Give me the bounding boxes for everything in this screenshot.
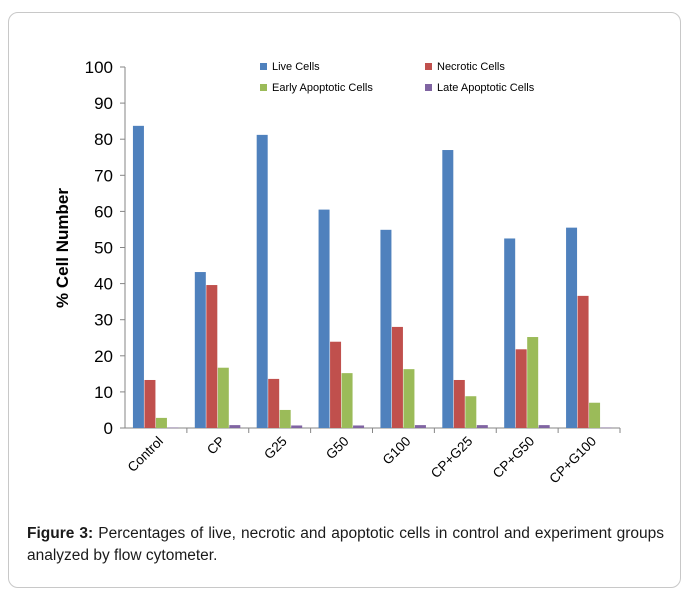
bar-necrotic-cells-cp-g50	[515, 349, 527, 428]
y-tick-label: 30	[94, 311, 113, 330]
bar-late-apoptotic-cells-cp-g100	[600, 427, 612, 429]
bar-late-apoptotic-cells-g50	[353, 425, 365, 428]
y-tick-label: 80	[94, 130, 113, 149]
bar-early-apoptotic-cells-g25	[279, 409, 291, 428]
bar-early-apoptotic-cells-cp-g25	[465, 396, 477, 428]
legend-swatch-live-cells	[260, 63, 267, 70]
bar-early-apoptotic-cells-control	[155, 417, 167, 428]
bar-necrotic-cells-cp-g25	[453, 379, 465, 428]
y-axis-label: % Cell Number	[53, 188, 72, 308]
bar-live-cells-g100	[380, 229, 392, 428]
y-tick-label: 50	[94, 239, 113, 258]
legend-label-live-cells: Live Cells	[272, 61, 320, 73]
x-tick-label: CP	[204, 434, 228, 458]
y-tick-label: 90	[94, 94, 113, 113]
y-tick-label: 70	[94, 166, 113, 185]
bar-live-cells-g50	[318, 209, 330, 428]
legend-label-early-apoptotic-cells: Early Apoptotic Cells	[272, 82, 373, 94]
y-tick-label: 20	[94, 347, 113, 366]
bar-late-apoptotic-cells-control	[167, 427, 179, 429]
bar-live-cells-cp-g25	[442, 150, 454, 428]
bar-late-apoptotic-cells-g25	[291, 425, 303, 428]
bar-early-apoptotic-cells-g50	[341, 373, 353, 428]
legend-label-late-apoptotic-cells: Late Apoptotic Cells	[437, 82, 535, 94]
caption-text: Percentages of live, necrotic and apopto…	[27, 525, 665, 564]
legend-swatch-late-apoptotic-cells	[425, 84, 432, 91]
caption-label: Figure 3:	[27, 525, 94, 542]
x-tick-label: G50	[323, 434, 352, 463]
legend-swatch-early-apoptotic-cells	[260, 84, 267, 91]
y-tick-label: 60	[94, 202, 113, 221]
bar-necrotic-cells-cp-g100	[577, 295, 589, 428]
bar-late-apoptotic-cells-g100	[414, 425, 426, 428]
bar-live-cells-cp-g50	[504, 238, 516, 428]
figure-caption: Figure 3: Percentages of live, necrotic …	[27, 523, 664, 567]
chart-bars	[132, 125, 612, 429]
y-tick-label: 100	[85, 58, 113, 77]
x-tick-label: G25	[261, 434, 290, 463]
bar-chart: 0 10 20 30 40 50 60 70 80 90 100 Control CP G25 G50 G10…	[53, 58, 621, 487]
bar-early-apoptotic-cells-cp-g100	[589, 402, 601, 428]
x-tick-label: CP+G50	[490, 434, 537, 481]
x-tick-label: CP+G25	[428, 434, 475, 481]
bar-necrotic-cells-g25	[268, 378, 280, 428]
bar-late-apoptotic-cells-cp	[229, 425, 241, 428]
bar-early-apoptotic-cells-cp-g50	[527, 337, 539, 428]
bar-necrotic-cells-g50	[330, 341, 342, 428]
bar-late-apoptotic-cells-cp-g50	[538, 425, 550, 428]
x-tick-label: CP+G100	[546, 434, 599, 487]
bar-necrotic-cells-g100	[391, 326, 403, 428]
y-tick-label: 0	[104, 419, 113, 438]
bar-live-cells-g25	[256, 134, 268, 429]
bar-live-cells-cp	[194, 272, 206, 428]
x-tick-label: G100	[380, 434, 414, 468]
y-tick-label: 10	[94, 383, 113, 402]
bar-late-apoptotic-cells-cp-g25	[476, 425, 488, 428]
bar-live-cells-control	[132, 125, 144, 428]
bar-early-apoptotic-cells-g100	[403, 369, 415, 428]
legend-swatch-necrotic-cells	[425, 63, 432, 70]
bar-live-cells-cp-g100	[566, 227, 578, 428]
x-tick-label: Control	[125, 434, 166, 475]
y-tick-label: 40	[94, 275, 113, 294]
bar-early-apoptotic-cells-cp	[217, 367, 229, 428]
bar-necrotic-cells-control	[144, 379, 156, 428]
legend-label-necrotic-cells: Necrotic Cells	[437, 61, 505, 73]
chart-legend: Live Cells Necrotic Cells Early Apoptotic …	[260, 61, 535, 94]
bar-necrotic-cells-cp	[206, 285, 218, 428]
